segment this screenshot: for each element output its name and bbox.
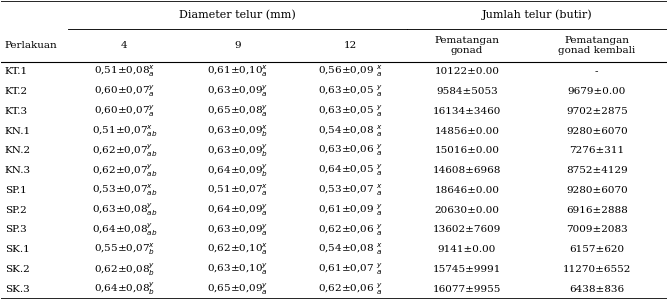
Text: 0,51±0,07$_a^x$: 0,51±0,07$_a^x$	[207, 183, 269, 198]
Text: 0,56±0,09 $_a^x$: 0,56±0,09 $_a^x$	[319, 64, 383, 79]
Text: 0,64±0,09$_b^y$: 0,64±0,09$_b^y$	[207, 162, 269, 179]
Text: 12: 12	[344, 41, 357, 50]
Text: 0,64±0,09$_a^y$: 0,64±0,09$_a^y$	[207, 202, 269, 218]
Text: KT.2: KT.2	[5, 87, 28, 96]
Text: 0,55±0,07$_b^x$: 0,55±0,07$_b^x$	[94, 242, 155, 257]
Text: 0,64±0,08$_{ab}^y$: 0,64±0,08$_{ab}^y$	[92, 222, 157, 238]
Text: Diameter telur (mm): Diameter telur (mm)	[179, 10, 296, 20]
Text: 11270±6552: 11270±6552	[562, 265, 631, 274]
Text: KN.3: KN.3	[5, 166, 31, 175]
Text: 0,62±0,08$_b^y$: 0,62±0,08$_b^y$	[94, 261, 155, 278]
Text: 0,64±0,08$_b^y$: 0,64±0,08$_b^y$	[94, 281, 155, 297]
Text: 0,63±0,08$_{ab}^y$: 0,63±0,08$_{ab}^y$	[92, 202, 157, 218]
Text: 0,51±0,08$_a^x$: 0,51±0,08$_a^x$	[94, 64, 155, 79]
Text: SK.3: SK.3	[5, 285, 29, 294]
Text: Perlakuan: Perlakuan	[5, 41, 57, 50]
Text: 0,63±0,06 $_a^y$: 0,63±0,06 $_a^y$	[318, 143, 383, 158]
Text: 7276±311: 7276±311	[569, 146, 625, 155]
Text: 9702±2875: 9702±2875	[566, 107, 628, 116]
Text: 0,62±0,06 $_a^y$: 0,62±0,06 $_a^y$	[318, 222, 383, 237]
Text: SP.2: SP.2	[5, 206, 27, 215]
Text: KN.2: KN.2	[5, 146, 31, 155]
Text: 4: 4	[121, 41, 128, 50]
Text: 15016±0.00: 15016±0.00	[435, 146, 500, 155]
Text: 6157±620: 6157±620	[569, 245, 625, 254]
Text: 0,63±0,10$_a^y$: 0,63±0,10$_a^y$	[207, 262, 269, 277]
Text: 0,51±0,07$_{ab}^x$: 0,51±0,07$_{ab}^x$	[92, 123, 157, 139]
Text: SK.1: SK.1	[5, 245, 29, 254]
Text: 9280±6070: 9280±6070	[566, 126, 628, 135]
Text: KT.3: KT.3	[5, 107, 28, 116]
Text: 14856±0.00: 14856±0.00	[435, 126, 500, 135]
Text: 16077±9955: 16077±9955	[433, 285, 501, 294]
Text: 0,61±0,07 $_a^y$: 0,61±0,07 $_a^y$	[318, 262, 383, 277]
Text: 14608±6968: 14608±6968	[433, 166, 501, 175]
Text: 15745±9991: 15745±9991	[433, 265, 501, 274]
Text: 0,65±0,08$_a^y$: 0,65±0,08$_a^y$	[207, 104, 269, 119]
Text: 0,62±0,07$_{ab}^y$: 0,62±0,07$_{ab}^y$	[92, 142, 157, 159]
Text: 9679±0.00: 9679±0.00	[568, 87, 626, 96]
Text: 18646±0.00: 18646±0.00	[435, 186, 500, 195]
Text: SP.1: SP.1	[5, 186, 27, 195]
Text: 16134±3460: 16134±3460	[433, 107, 501, 116]
Text: 9584±5053: 9584±5053	[436, 87, 498, 96]
Text: 0,53±0,07 $_a^x$: 0,53±0,07 $_a^x$	[319, 183, 383, 198]
Text: 7009±2083: 7009±2083	[566, 225, 628, 234]
Text: 6438±836: 6438±836	[569, 285, 625, 294]
Text: -: -	[595, 67, 599, 76]
Text: 0,65±0,09$_a^y$: 0,65±0,09$_a^y$	[207, 281, 269, 297]
Text: 0,63±0,05 $_a^y$: 0,63±0,05 $_a^y$	[318, 104, 383, 119]
Text: 9141±0.00: 9141±0.00	[438, 245, 496, 254]
Text: 9: 9	[234, 41, 241, 50]
Text: 9280±6070: 9280±6070	[566, 186, 628, 195]
Text: SP.3: SP.3	[5, 225, 27, 234]
Text: 13602±7609: 13602±7609	[433, 225, 501, 234]
Text: 0,63±0,09$_b^y$: 0,63±0,09$_b^y$	[207, 142, 269, 159]
Text: 0,62±0,06 $_a^y$: 0,62±0,06 $_a^y$	[318, 281, 383, 297]
Text: 0,64±0,05 $_a^y$: 0,64±0,05 $_a^y$	[318, 163, 383, 178]
Text: 10122±0.00: 10122±0.00	[435, 67, 500, 76]
Text: 0,63±0,09$_a^y$: 0,63±0,09$_a^y$	[207, 84, 269, 99]
Text: 0,62±0,07$_{ab}^y$: 0,62±0,07$_{ab}^y$	[92, 162, 157, 179]
Text: 0,61±0,09 $_a^y$: 0,61±0,09 $_a^y$	[318, 202, 383, 218]
Text: 8752±4129: 8752±4129	[566, 166, 628, 175]
Text: 0,61±0,10$_a^x$: 0,61±0,10$_a^x$	[207, 64, 269, 79]
Text: 0,63±0,09$_b^x$: 0,63±0,09$_b^x$	[207, 123, 269, 139]
Text: 0,54±0,08 $_a^x$: 0,54±0,08 $_a^x$	[319, 123, 383, 139]
Text: Pematangan
gonad kembali: Pematangan gonad kembali	[558, 36, 635, 55]
Text: 0,60±0,07$_a^y$: 0,60±0,07$_a^y$	[94, 84, 155, 99]
Text: SK.2: SK.2	[5, 265, 29, 274]
Text: 0,63±0,05 $_a^y$: 0,63±0,05 $_a^y$	[318, 84, 383, 99]
Text: 0,60±0,07$_a^y$: 0,60±0,07$_a^y$	[94, 104, 155, 119]
Text: 0,53±0,07$_{ab}^x$: 0,53±0,07$_{ab}^x$	[92, 183, 157, 198]
Text: 6916±2888: 6916±2888	[566, 206, 628, 215]
Text: 0,63±0,09$_a^y$: 0,63±0,09$_a^y$	[207, 222, 269, 237]
Text: Jumlah telur (butir): Jumlah telur (butir)	[482, 10, 593, 20]
Text: 20630±0.00: 20630±0.00	[435, 206, 500, 215]
Text: 0,54±0,08 $_a^x$: 0,54±0,08 $_a^x$	[319, 242, 383, 257]
Text: KN.1: KN.1	[5, 126, 31, 135]
Text: 0,62±0,10$_a^x$: 0,62±0,10$_a^x$	[207, 242, 269, 257]
Text: Pematangan
gonad: Pematangan gonad	[435, 36, 500, 55]
Text: KT.1: KT.1	[5, 67, 28, 76]
